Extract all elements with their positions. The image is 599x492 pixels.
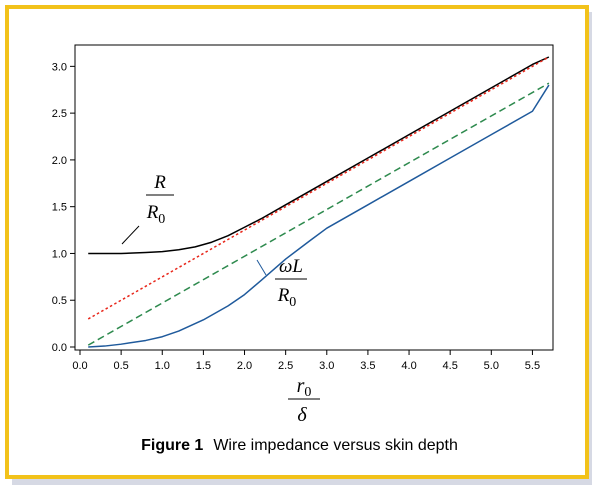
l-denominator: R0	[277, 285, 297, 310]
x-tick-label: 5.5	[525, 360, 540, 372]
x-tick-label: 2.5	[278, 360, 293, 372]
x-tick-label: 2.0	[237, 360, 252, 372]
x-tick-label: 4.0	[401, 360, 416, 372]
xlabel-numerator: r0	[297, 375, 312, 400]
x-axis-label: r0 δ	[288, 375, 320, 426]
r-denominator: R0	[146, 202, 166, 227]
y-tick-label: 0.0	[52, 342, 67, 354]
caption-figure-number: Figure 1	[141, 437, 204, 454]
x-tick-label: 1.5	[196, 360, 211, 372]
l-numerator: ωL	[279, 256, 303, 277]
x-tick-label: 4.5	[443, 360, 458, 372]
caption-text: Wire impedance versus skin depth	[213, 437, 458, 454]
x-tick-label: 0.5	[113, 360, 128, 372]
series-line-asymptote-r	[87, 56, 550, 320]
xlabel-numerator-main: r	[297, 375, 305, 397]
y-tick-label: 2.0	[52, 155, 67, 167]
series-line-l	[88, 84, 550, 348]
y-tick-label: 1.5	[52, 202, 67, 214]
x-tick-label: 0.0	[72, 360, 87, 372]
annotation-r-over-r0: R R0	[121, 172, 174, 245]
x-tick-label: 3.0	[319, 360, 334, 372]
figure-frame	[5, 5, 589, 479]
y-axis-ticks: 0.0 0.5 1.0 1.5 2.0 2.5 3.0	[52, 61, 75, 354]
y-tick-label: 3.0	[52, 61, 67, 73]
y-tick-label: 0.5	[52, 295, 67, 307]
l-denominator-main: R	[277, 285, 290, 306]
annotation-omega-l-over-r0: ωL R0	[256, 256, 307, 310]
y-tick-label: 1.0	[52, 248, 67, 260]
r-leader-line	[121, 225, 140, 245]
x-axis-ticks: 0.0 0.5 1.0 1.5 2.0 2.5 3.0 3.5 4.0 4.5 5.0 5.5	[72, 350, 540, 372]
figure-caption: Figure 1 Wire impedance versus skin depth	[0, 437, 599, 455]
series-line-r	[88, 56, 550, 255]
x-tick-label: 1.0	[155, 360, 170, 372]
y-tick-label: 2.5	[52, 108, 67, 120]
l-leader-line	[256, 259, 267, 276]
r-denominator-sub: 0	[158, 212, 165, 227]
x-tick-label: 5.0	[484, 360, 499, 372]
series-lines	[87, 56, 550, 348]
r-numerator: R	[153, 172, 166, 193]
series-line-asymptote-l	[87, 82, 550, 346]
xlabel-denominator: δ	[297, 404, 307, 426]
x-tick-label: 3.5	[360, 360, 375, 372]
xlabel-numerator-sub: 0	[304, 385, 311, 400]
r-denominator-main: R	[146, 202, 159, 223]
plot-area	[74, 44, 554, 351]
l-denominator-sub: 0	[289, 295, 296, 310]
